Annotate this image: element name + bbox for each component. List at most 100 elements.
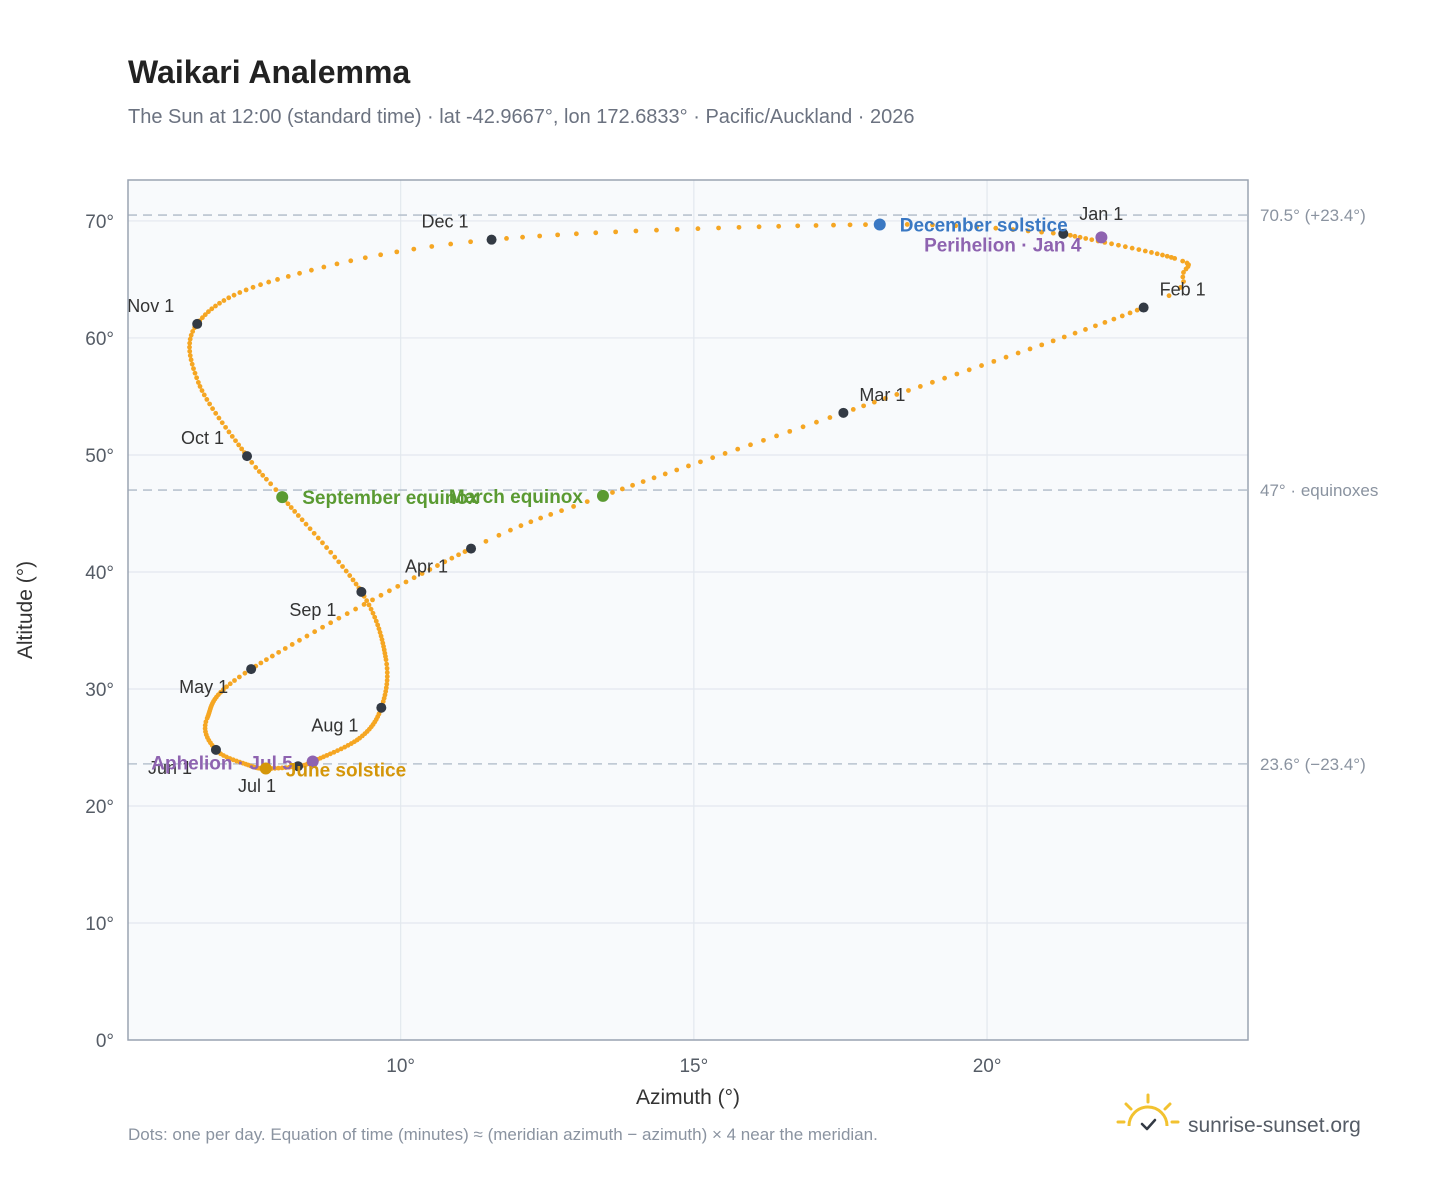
daily-sun-dot: [263, 476, 269, 482]
daily-sun-dot: [573, 231, 579, 237]
daily-sun-dot: [483, 538, 489, 544]
daily-sun-dot: [674, 226, 680, 232]
daily-sun-dot: [384, 674, 390, 679]
y-tick-label: 60°: [85, 329, 114, 350]
grid-lines: [128, 180, 1248, 1041]
daily-sun-dot: [315, 535, 321, 541]
daily-sun-dot: [974, 224, 980, 230]
daily-sun-dot: [289, 642, 295, 647]
daily-sun-dot: [861, 403, 867, 409]
daily-sun-dot: [384, 678, 390, 683]
daily-sun-dot: [312, 629, 318, 635]
daily-sun-dot: [213, 303, 218, 309]
daily-sun-dot: [190, 329, 196, 334]
event-label: June solstice: [286, 761, 406, 782]
daily-sun-dot: [227, 681, 233, 687]
daily-sun-dot: [722, 451, 728, 456]
daily-sun-dot: [1072, 330, 1078, 336]
y-axis-label: Altitude (°): [14, 561, 37, 659]
month-label: Jan 1: [1079, 204, 1123, 224]
month-marker: [242, 451, 253, 462]
daily-sun-dot: [207, 401, 213, 407]
daily-sun-dot: [613, 229, 619, 235]
daily-sun-dot: [979, 363, 984, 368]
daily-sun-dot: [448, 241, 454, 247]
daily-sun-dot: [1172, 255, 1178, 261]
daily-sun-dot: [332, 554, 338, 560]
daily-sun-dot: [236, 442, 242, 448]
daily-sun-dot: [538, 515, 544, 521]
event-label: Aphelion · Jul 5: [151, 754, 293, 775]
daily-sun-dot: [1003, 354, 1009, 360]
daily-sun-dot: [285, 274, 291, 279]
daily-sun-dot: [295, 513, 301, 518]
month-marker: [246, 664, 257, 675]
daily-sun-dot: [206, 309, 211, 315]
daily-sun-dot: [1183, 266, 1189, 272]
daily-sun-dot: [942, 375, 947, 381]
daily-sun-dot: [1122, 244, 1128, 250]
daily-sun-dot: [654, 227, 659, 233]
daily-sun-dot: [350, 577, 356, 583]
daily-sun-dot: [761, 437, 766, 443]
daily-sun-dot: [1083, 327, 1088, 332]
month-markers: Jan 1 Feb 1 Mar 1 Apr 1 May 1 Jun 1 Jul 1 Aug 1…: [127, 204, 1205, 796]
month-marker: [838, 407, 849, 418]
month-marker: [192, 318, 203, 329]
daily-sun-dot: [378, 633, 384, 639]
daily-sun-dot: [1154, 251, 1160, 257]
daily-sun-dot: [304, 633, 310, 639]
daily-sun-dot: [221, 298, 227, 303]
daily-sun-dot: [584, 499, 590, 504]
month-label: Apr 1: [405, 557, 448, 577]
daily-sun-dot: [204, 397, 210, 402]
daily-sun-dot: [630, 482, 635, 488]
event-marker: [1095, 231, 1108, 244]
chart-subtitle: The Sun at 12:00 (standard time) · lat -…: [128, 106, 914, 128]
daily-sun-dot: [468, 239, 473, 245]
daily-sun-dot: [571, 504, 576, 509]
daily-sun-dot: [250, 284, 256, 290]
month-marker: [356, 586, 367, 597]
daily-sun-dot: [188, 357, 194, 363]
daily-sun-dot: [269, 653, 275, 659]
daily-sun-dot: [219, 420, 225, 426]
daily-sun-dot: [736, 224, 742, 230]
daily-sun-dot: [292, 509, 298, 514]
daily-sun-dot: [328, 620, 334, 626]
daily-sun-dot: [1181, 270, 1186, 275]
month-marker: [1058, 228, 1069, 239]
daily-sun-dot: [1160, 252, 1165, 258]
daily-sun-dot: [508, 527, 513, 533]
month-label: Nov 1: [127, 296, 174, 316]
daily-sun-dot: [258, 660, 264, 666]
daily-sun-dot: [1178, 285, 1184, 290]
daily-sun-dot: [894, 392, 900, 397]
daily-sun-dot: [756, 224, 762, 230]
x-tick-label: 15°: [679, 1056, 708, 1077]
daily-sun-dot: [427, 567, 433, 572]
daily-sun-dot: [1067, 232, 1073, 238]
daily-sun-dot: [237, 290, 243, 295]
y-tick-label: 70°: [85, 212, 114, 233]
daily-sun-dot: [776, 223, 782, 229]
daily-sun-dot: [462, 549, 468, 554]
daily-sun-dot: [1142, 248, 1148, 254]
daily-sun-dot: [537, 233, 543, 239]
daily-sun-dot: [340, 564, 345, 569]
daily-sun-dot: [548, 512, 554, 517]
daily-sun-dot: [283, 765, 289, 770]
axis-ticks: 0° 10° 20° 30° 40° 50° 60° 70° 10° 15° 20°: [85, 212, 1001, 1077]
daily-sun-dot: [1180, 258, 1186, 264]
daily-sun-dot: [1050, 338, 1056, 344]
daily-sun-dot: [191, 366, 196, 372]
daily-sun-dot: [216, 415, 222, 421]
daily-sun-dot: [518, 523, 524, 529]
month-label: Sep 1: [289, 600, 336, 620]
daily-sun-dot: [1181, 279, 1186, 284]
daily-sun-dot: [1102, 320, 1108, 325]
daily-sun-dot: [871, 399, 877, 405]
daily-sun-dot: [209, 306, 215, 312]
event-marker: [306, 755, 319, 768]
